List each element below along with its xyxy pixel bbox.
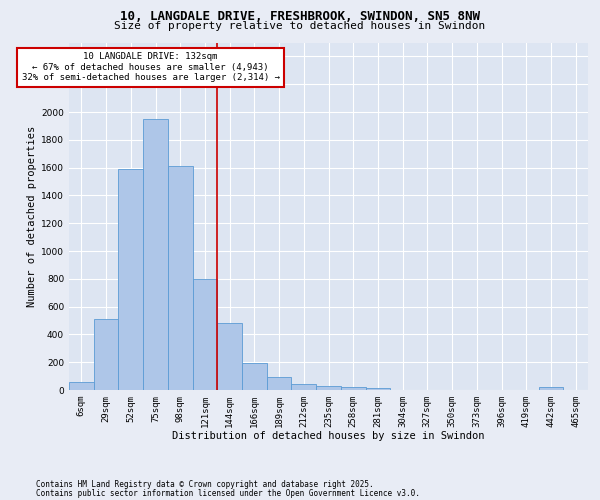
Bar (316, 386, 341, 390)
Bar (365, 388, 390, 390)
X-axis label: Distribution of detached houses by size in Swindon: Distribution of detached houses by size … (172, 432, 485, 442)
Bar (539, 386, 563, 390)
Text: Size of property relative to detached houses in Swindon: Size of property relative to detached ho… (115, 21, 485, 31)
Text: Contains HM Land Registry data © Crown copyright and database right 2025.: Contains HM Land Registry data © Crown c… (36, 480, 374, 489)
Y-axis label: Number of detached properties: Number of detached properties (27, 126, 37, 307)
Bar (143, 119, 168, 390)
Text: 10 LANGDALE DRIVE: 132sqm
← 67% of detached houses are smaller (4,943)
32% of se: 10 LANGDALE DRIVE: 132sqm ← 67% of detac… (22, 52, 280, 82)
Bar (94, 319, 118, 390)
Bar (193, 279, 217, 390)
Bar (341, 387, 365, 390)
Bar (292, 384, 316, 390)
Bar (118, 169, 143, 390)
Bar (242, 363, 267, 390)
Bar (267, 378, 292, 390)
Bar (69, 382, 94, 390)
Bar (168, 166, 193, 390)
Bar (217, 324, 242, 390)
Text: Contains public sector information licensed under the Open Government Licence v3: Contains public sector information licen… (36, 488, 420, 498)
Text: 10, LANGDALE DRIVE, FRESHBROOK, SWINDON, SN5 8NW: 10, LANGDALE DRIVE, FRESHBROOK, SWINDON,… (120, 10, 480, 23)
